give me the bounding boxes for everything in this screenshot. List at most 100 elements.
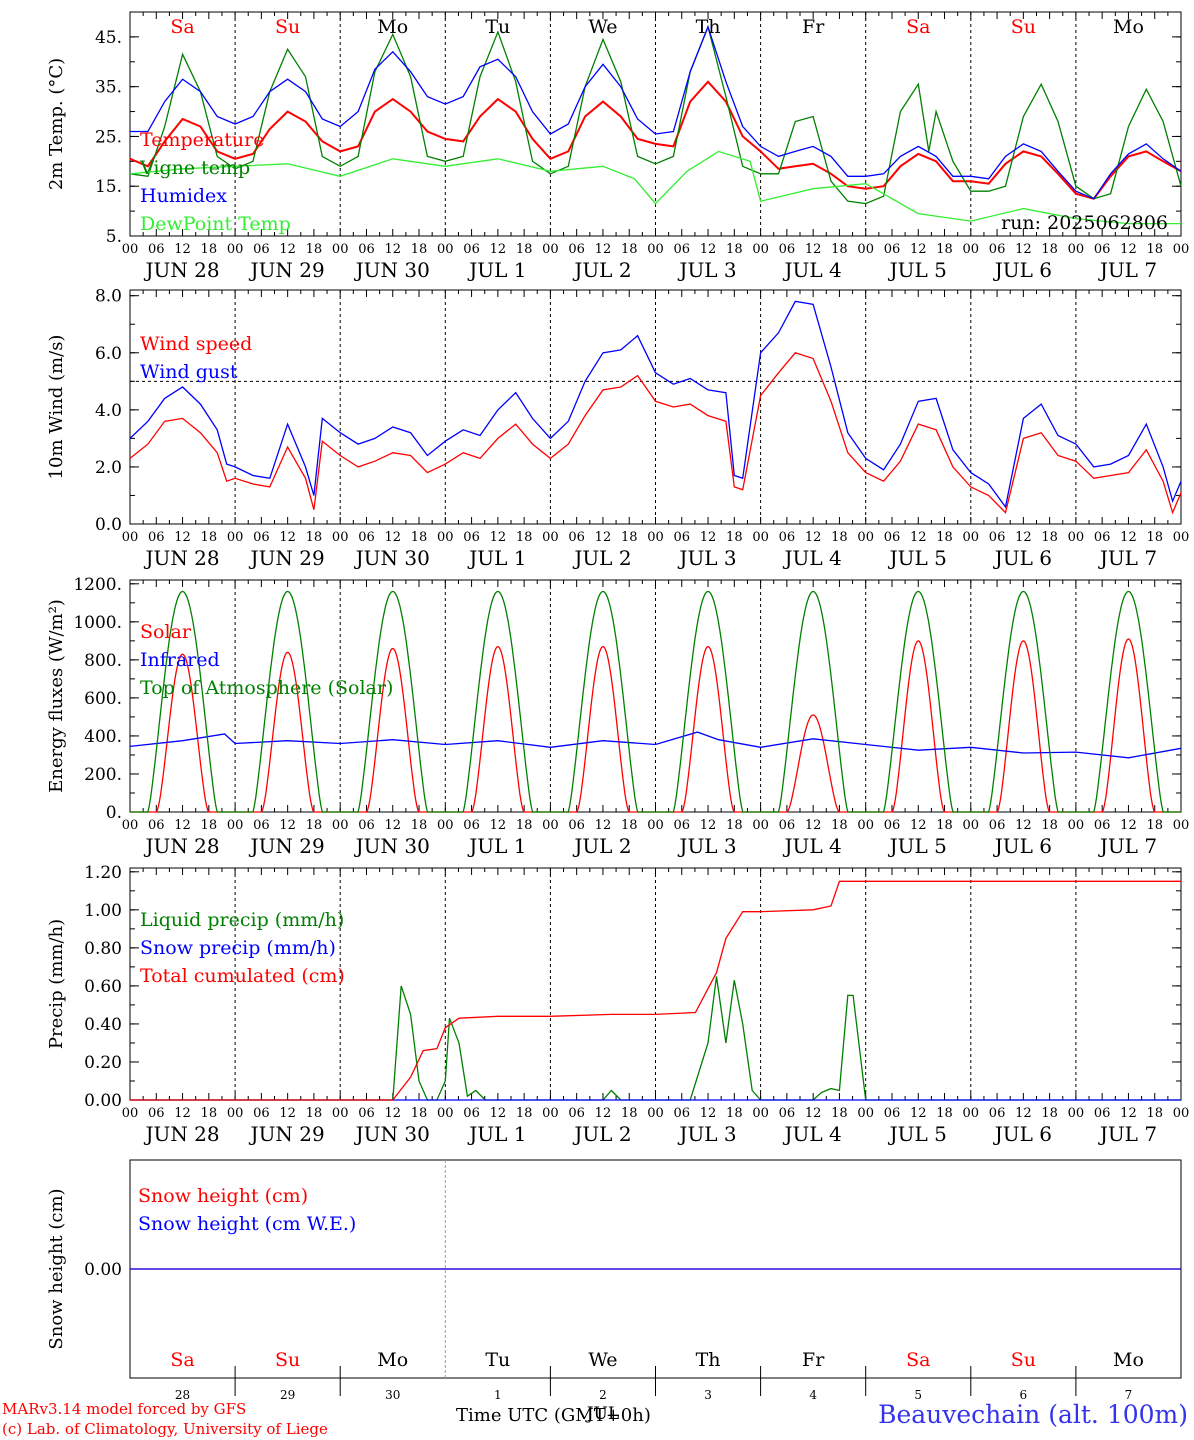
date-label: JUN 29 [249,546,325,570]
day-number: 1 [494,1388,502,1402]
y-tick-label: 400. [84,727,122,747]
hour-tick-label: 06 [148,1106,165,1121]
day-name-top: Fr [802,16,825,38]
hour-tick-label: 18 [306,530,323,545]
legend-entry: Solar [140,621,192,643]
hour-tick-label: 12 [490,242,507,257]
x-axis-title: Time UTC (GMT+0h) [456,1405,651,1426]
hour-tick-label: 06 [1094,242,1111,257]
hour-tick-label: 00 [857,530,874,545]
hour-tick-label: 18 [726,818,743,833]
hour-tick-label: 18 [516,818,533,833]
hour-tick-label: 06 [884,818,901,833]
hour-tick-label: 12 [805,1106,822,1121]
hour-tick-label: 12 [1120,242,1137,257]
hour-tick-label: 00 [963,818,980,833]
hour-tick-label: 00 [752,530,769,545]
model-credit: MARv3.14 model forced by GFS [2,1400,247,1418]
legend-entry: Infrared [140,649,220,671]
legend-entry: DewPoint Temp [140,213,291,235]
date-label: JUL 1 [467,546,526,570]
hour-tick-label: 12 [700,530,717,545]
date-label: JUL 5 [888,1122,947,1146]
hour-tick-label: 12 [805,530,822,545]
hour-tick-label: 00 [647,818,664,833]
series-line-humidex [130,24,1182,200]
y-tick-label: 45. [95,28,122,48]
lab-credit: (c) Lab. of Climatology, University of L… [2,1420,328,1438]
date-label: JUN 29 [249,258,325,282]
hour-tick-label: 18 [1146,818,1163,833]
series-line-wind-speed [129,352,1182,515]
hour-tick-label: 12 [490,1106,507,1121]
hour-tick-label: 18 [621,818,638,833]
hour-tick-label: 18 [1146,530,1163,545]
hour-tick-label: 18 [306,818,323,833]
y-axis-label: Energy fluxes (W/m²) [46,599,67,793]
hour-tick-label: 18 [411,818,428,833]
date-label: JUL 4 [783,258,842,282]
hour-tick-label: 12 [490,530,507,545]
date-label: JUL 1 [467,258,526,282]
hour-tick-label: 00 [963,242,980,257]
date-label: JUL 5 [888,258,947,282]
hour-tick-label: 00 [122,818,139,833]
hour-tick-label: 18 [831,1106,848,1121]
day-name-bottom: Mo [377,1349,408,1371]
hour-tick-label: 12 [279,242,296,257]
date-label: JUN 29 [249,1122,325,1146]
hour-tick-label: 12 [700,818,717,833]
hour-tick-label: 00 [1068,242,1085,257]
hour-tick-label: 06 [358,1106,375,1121]
hour-tick-label: 00 [122,530,139,545]
day-number: 7 [1125,1388,1133,1402]
day-name-top: We [588,16,617,38]
hour-tick-label: 06 [568,242,585,257]
hour-tick-label: 00 [647,242,664,257]
date-label: JUL 3 [677,546,736,570]
series-line-vigne-temp [129,24,1182,205]
date-label: JUN 30 [354,546,430,570]
day-name-top: Mo [377,16,408,38]
hour-tick-label: 00 [227,1106,244,1121]
hour-tick-label: 12 [384,818,401,833]
y-tick-label: 1.20 [84,863,122,883]
hour-tick-label: 06 [674,1106,691,1121]
hour-tick-label: 00 [332,242,349,257]
hour-tick-label: 00 [752,818,769,833]
hour-tick-label: 18 [936,530,953,545]
hour-tick-label: 12 [1120,818,1137,833]
hour-tick-label: 18 [516,242,533,257]
date-label: JUL 3 [677,1122,736,1146]
hour-tick-label: 06 [568,1106,585,1121]
y-tick-label: 0.20 [84,1053,122,1073]
hour-tick-label: 06 [568,530,585,545]
y-tick-label: 200. [84,765,122,785]
date-label: JUL 4 [783,834,842,858]
hour-tick-label: 06 [358,530,375,545]
hour-tick-label: 18 [1041,1106,1058,1121]
day-name-bottom: Tu [485,1349,510,1371]
y-tick-label: 0.0 [95,515,122,535]
y-tick-label: 0.00 [84,1260,122,1280]
y-tick-label: 2.0 [95,458,122,478]
date-label: JUN 28 [143,258,219,282]
hour-tick-label: 18 [831,818,848,833]
hour-tick-label: 12 [490,818,507,833]
date-label: JUN 30 [354,258,430,282]
hour-tick-label: 18 [411,1106,428,1121]
date-label: JUN 28 [143,546,219,570]
y-tick-label: 4.0 [95,401,122,421]
day-name-bottom: Su [275,1349,300,1371]
day-name-bottom: Sa [170,1349,194,1371]
y-tick-label: 15. [95,177,122,197]
y-tick-label: 5. [106,227,122,247]
hour-tick-label: 18 [1041,242,1058,257]
hour-tick-label: 18 [936,818,953,833]
day-number: 29 [280,1388,295,1402]
hour-tick-label: 18 [201,818,218,833]
date-label: JUL 7 [1098,1122,1157,1146]
hour-tick-label: 12 [1120,530,1137,545]
hour-tick-label: 12 [595,530,612,545]
